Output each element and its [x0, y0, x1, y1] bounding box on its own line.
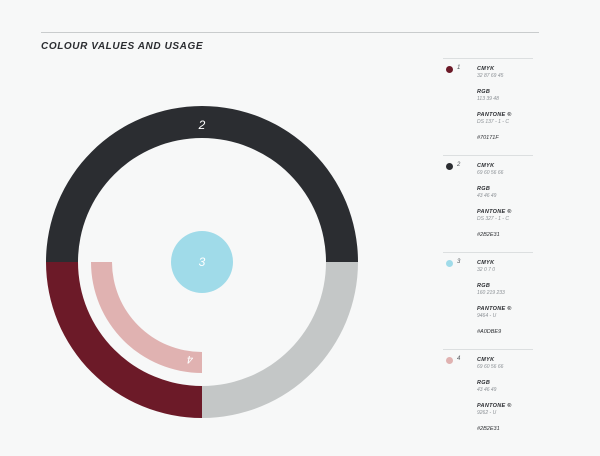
colour-swatch: [446, 357, 453, 364]
segment-label-3: 3: [199, 255, 206, 269]
legend-entry: 2 CMYK 69 60 56 66 RGB 43 46 49 PANTONE …: [443, 155, 533, 252]
pantone-value: 9464 - U: [477, 313, 497, 319]
ring-segment-2: [46, 106, 358, 262]
rgb-value: 160 219 233: [477, 290, 505, 296]
cmyk-label: CMYK: [477, 260, 495, 266]
center-circle-3: [171, 231, 233, 293]
legend-entry: 3 CMYK 32 0 7 0 RGB 160 219 233 PANTONE …: [443, 252, 533, 349]
rgb-label: RGB: [477, 283, 491, 289]
hex-value: #A0DBE9: [477, 329, 502, 335]
cmyk-label: CMYK: [477, 357, 495, 363]
pantone-value: DS 327 - 1 - C: [477, 216, 509, 222]
colour-swatch: [446, 260, 453, 267]
legend-number: 3: [457, 259, 461, 265]
cmyk-value: 32 0 7 0: [477, 267, 496, 273]
hex-value: #2B2E31: [477, 426, 500, 432]
page-title: COLOUR VALUES AND USAGE: [41, 41, 204, 52]
rgb-value: 43 46 49: [477, 193, 497, 199]
cmyk-label: CMYK: [477, 66, 495, 72]
pantone-label: PANTONE ®: [477, 403, 512, 409]
pantone-value: 9262 - U: [477, 410, 497, 416]
segment-label-4: 4: [187, 353, 193, 365]
cmyk-label: CMYK: [477, 163, 495, 169]
colour-swatch: [446, 163, 453, 170]
legend-number: 4: [457, 356, 461, 362]
rgb-label: RGB: [477, 89, 491, 95]
colour-swatch: [446, 66, 453, 73]
rgb-label: RGB: [477, 380, 491, 386]
pantone-label: PANTONE ®: [477, 112, 512, 118]
legend-number: 2: [457, 162, 461, 168]
pantone-label: PANTONE ®: [477, 306, 512, 312]
cmyk-value: 69 60 56 66: [477, 364, 504, 370]
legend-entry: 1 CMYK 32 87 69 45 RGB 113 39 48 PANTONE…: [443, 58, 533, 155]
pantone-label: PANTONE ®: [477, 209, 512, 215]
colour-values: CMYK 69 60 56 66 RGB 43 46 49 PANTONE ® …: [477, 357, 512, 433]
hex-value: #70171F: [477, 135, 499, 141]
legend-number: 1: [457, 65, 461, 71]
rgb-value: 43 46 49: [477, 387, 497, 393]
cmyk-value: 32 87 69 45: [477, 73, 504, 79]
ring-segment-4: [91, 262, 202, 373]
legend-entry: 4 CMYK 69 60 56 66 RGB 43 46 49 PANTONE …: [443, 349, 533, 446]
pantone-value: DS 137 - 1 - C: [477, 119, 509, 125]
rgb-value: 113 39 48: [477, 96, 499, 102]
colour-ring-diagram: 2 3 4: [46, 106, 358, 418]
colour-values: CMYK 32 0 7 0 RGB 160 219 233 PANTONE ® …: [477, 260, 512, 336]
colour-legend: 1 CMYK 32 87 69 45 RGB 113 39 48 PANTONE…: [443, 58, 533, 446]
colour-values: CMYK 32 87 69 45 RGB 113 39 48 PANTONE ®…: [477, 66, 512, 142]
colour-values: CMYK 69 60 56 66 RGB 43 46 49 PANTONE ® …: [477, 163, 512, 239]
cmyk-value: 69 60 56 66: [477, 170, 504, 176]
ring-segment-1: [46, 262, 202, 418]
segment-label-2: 2: [198, 118, 206, 132]
hex-value: #2B2E31: [477, 232, 500, 238]
ring-segment-grey: [202, 262, 358, 418]
rgb-label: RGB: [477, 186, 491, 192]
title-divider: [41, 32, 539, 33]
